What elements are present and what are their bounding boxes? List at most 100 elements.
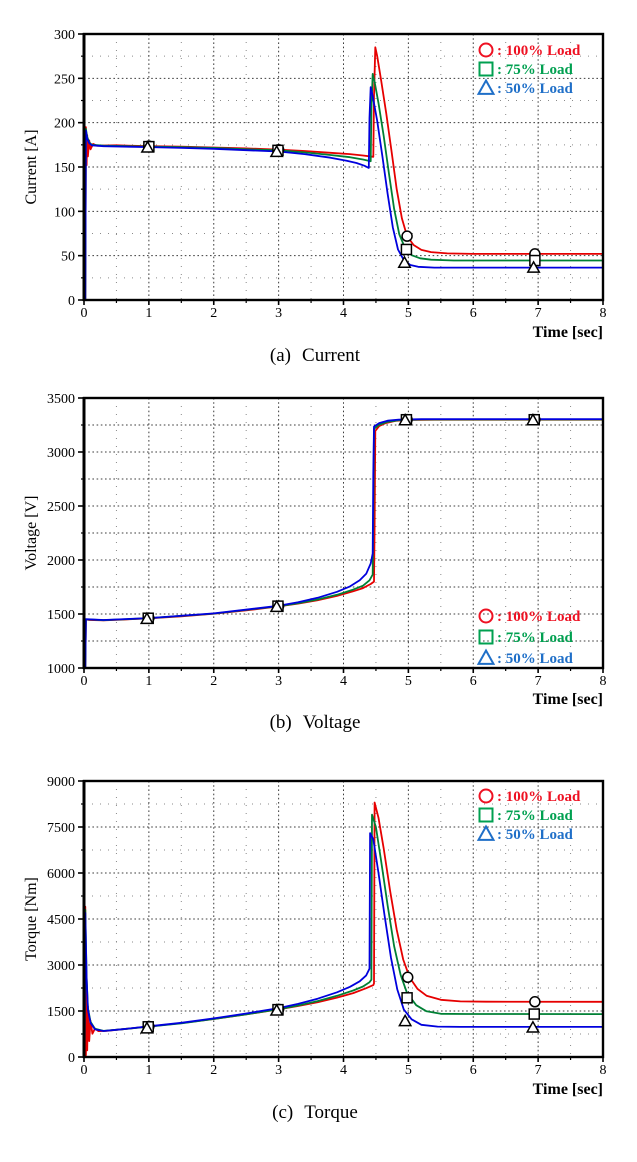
triangle-marker — [397, 255, 412, 269]
triangle-marker — [398, 412, 413, 426]
x-tick-label: 7 — [535, 1063, 542, 1078]
triangle-marker — [476, 824, 496, 841]
chart-voltage: 1000 1500 2000 2500 3000 3500 0 1 2 3 4 5 6 7 8 Voltage… — [23, 392, 607, 733]
triangle-marker — [269, 599, 284, 613]
triangle-marker — [139, 1021, 154, 1034]
x-tick-label: 3 — [275, 674, 282, 689]
series-75-load — [84, 73, 603, 301]
x-tick-label: 3 — [275, 306, 282, 321]
chart-current: 0 50 100 150 200 250 300 0 1 2 3 4 5 6 7 8 Current [A] Ti… — [23, 28, 607, 366]
circle-marker — [478, 608, 494, 624]
legend: : 100% Load : 75% Load : 50% Load — [476, 42, 581, 97]
legend-label-75-load: : 75% Load — [497, 62, 574, 78]
circle-marker — [401, 971, 414, 984]
circle-marker — [478, 42, 494, 58]
circle-marker — [478, 788, 494, 804]
legend-label-75-load: : 75% Load — [497, 808, 574, 824]
x-tick-label: 5 — [405, 306, 412, 321]
legend-label-100-load: : 100% Load — [497, 789, 581, 805]
x-tick-label: 6 — [470, 1063, 477, 1078]
x-axis-label: Time [sec] — [533, 1081, 603, 1098]
triangle-marker — [140, 140, 155, 153]
legend-label-100-load: : 100% Load — [497, 43, 581, 59]
y-tick-label: 4500 — [47, 913, 75, 928]
y-tick-label: 2500 — [47, 500, 75, 515]
y-axis-label: Current [A] — [23, 129, 40, 204]
square-marker — [401, 992, 413, 1004]
x-tick-label: 4 — [340, 1063, 347, 1078]
chart-caption: (a) Current — [270, 345, 361, 366]
tick-labels: 0 1500 3000 4500 6000 7500 9000 0 1 2 3 4 5 6 7 8 — [47, 775, 607, 1078]
markers-triangle — [139, 1003, 540, 1034]
y-tick-label: 150 — [54, 161, 75, 176]
y-tick-label: 50 — [61, 250, 75, 265]
x-tick-label: 5 — [405, 674, 412, 689]
x-tick-label: 5 — [405, 1063, 412, 1078]
series-50-load — [83, 832, 603, 1051]
triangle-marker — [269, 1003, 284, 1016]
y-tick-label: 200 — [54, 117, 75, 132]
square-marker — [478, 629, 494, 645]
series-50-load — [84, 86, 603, 301]
square-marker — [478, 61, 494, 77]
x-tick-label: 8 — [600, 674, 607, 689]
y-tick-label: 3500 — [47, 392, 75, 407]
x-tick-label: 6 — [470, 674, 477, 689]
y-tick-label: 250 — [54, 72, 75, 87]
markers-circle — [143, 413, 541, 624]
x-tick-label: 0 — [81, 306, 88, 321]
tick-labels: 0 50 100 150 200 250 300 0 1 2 3 4 5 6 7 8 — [54, 28, 607, 321]
tick-labels: 1000 1500 2000 2500 3000 3500 0 1 2 3 4 5 6 7 8 — [47, 392, 607, 689]
triangle-marker — [525, 412, 540, 426]
x-tick-label: 3 — [275, 1063, 282, 1078]
x-tick-label: 8 — [600, 1063, 607, 1078]
grid — [84, 34, 603, 300]
y-tick-label: 1500 — [47, 608, 75, 623]
legend: : 100% Load : 75% Load : 50% Load — [476, 788, 581, 843]
y-tick-label: 300 — [54, 28, 75, 43]
y-tick-label: 7500 — [47, 821, 75, 836]
y-tick-label: 0 — [68, 294, 75, 309]
square-marker — [400, 243, 413, 256]
y-tick-label: 9000 — [47, 775, 75, 790]
x-axis-label: Time [sec] — [533, 691, 603, 708]
legend-label-100-load: : 100% Load — [497, 609, 581, 625]
circle-marker — [529, 996, 541, 1008]
legend-label-75-load: : 75% Load — [497, 630, 574, 646]
y-tick-label: 1000 — [47, 662, 75, 677]
x-tick-label: 2 — [210, 674, 217, 689]
markers-square — [142, 413, 540, 624]
legend: : 100% Load : 75% Load : 50% Load — [476, 608, 581, 667]
square-marker — [528, 1008, 540, 1020]
chart-caption: (c) Torque — [272, 1102, 358, 1123]
markers-circle — [143, 140, 541, 260]
triangle-marker — [139, 611, 154, 625]
circle-marker — [401, 230, 413, 242]
legend-label-50-load: : 50% Load — [497, 81, 574, 97]
square-marker — [478, 807, 494, 823]
x-tick-label: 1 — [145, 674, 152, 689]
y-tick-label: 3000 — [47, 446, 75, 461]
triangle-marker — [525, 1020, 540, 1033]
x-tick-label: 4 — [340, 674, 347, 689]
y-axis-label: Torque [Nm] — [23, 877, 40, 961]
grid — [84, 398, 603, 668]
x-tick-label: 8 — [600, 306, 607, 321]
x-tick-label: 2 — [210, 306, 217, 321]
y-tick-label: 6000 — [47, 867, 75, 882]
y-tick-label: 0 — [68, 1051, 75, 1066]
markers-triangle — [140, 140, 541, 273]
x-tick-label: 6 — [470, 306, 477, 321]
triangle-marker — [526, 260, 541, 273]
triangle-marker — [269, 144, 284, 158]
legend-label-50-load: : 50% Load — [497, 827, 574, 843]
y-tick-label: 3000 — [47, 959, 75, 974]
triangle-marker — [476, 78, 496, 95]
y-tick-label: 1500 — [47, 1005, 75, 1020]
legend-label-50-load: : 50% Load — [497, 651, 574, 667]
x-tick-label: 1 — [145, 306, 152, 321]
markers-triangle — [139, 412, 540, 625]
x-tick-label: 7 — [535, 674, 542, 689]
x-tick-label: 0 — [81, 1063, 88, 1078]
